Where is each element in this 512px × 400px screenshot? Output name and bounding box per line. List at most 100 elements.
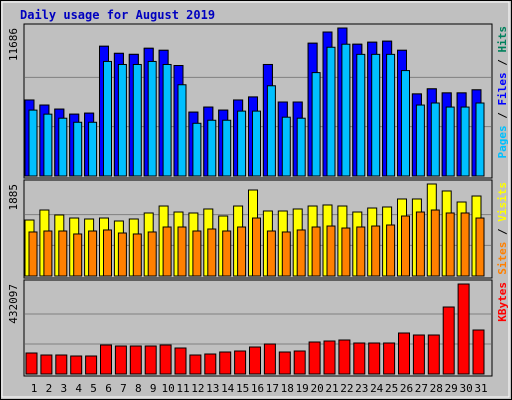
legend-separator: / [496, 53, 509, 73]
bar [73, 233, 83, 277]
legend-entry: KBytes [496, 282, 509, 322]
bar [70, 355, 83, 375]
x-tick-label: 11 [176, 382, 189, 395]
bar [475, 102, 485, 177]
bar [311, 226, 321, 277]
x-tick-label: 7 [120, 382, 127, 395]
bar [415, 211, 425, 277]
x-tick-label: 24 [370, 382, 384, 395]
bar [162, 226, 172, 277]
y-tick-label: 1885 [7, 184, 20, 211]
bar [117, 232, 127, 277]
bar [308, 341, 321, 375]
x-tick-label: 21 [325, 382, 338, 395]
bar [383, 342, 396, 375]
x-tick-label: 19 [296, 382, 309, 395]
bar [475, 217, 485, 277]
bar [28, 109, 38, 177]
bar [249, 346, 261, 375]
bar [386, 53, 396, 177]
bar [341, 227, 351, 277]
x-tick-label: 1 [31, 382, 38, 395]
legend-separator: / [496, 106, 509, 126]
bar [207, 119, 217, 177]
bar [341, 43, 351, 177]
x-tick-label: 18 [281, 382, 294, 395]
bar [296, 229, 306, 277]
bar [415, 104, 425, 177]
bar [159, 344, 172, 375]
bar [58, 230, 68, 277]
bar [43, 230, 53, 277]
bar [371, 53, 381, 177]
chart-title: Daily usage for August 2019 [20, 8, 215, 22]
y-tick-label: 11686 [7, 28, 20, 61]
bar [252, 110, 261, 177]
bar [222, 230, 232, 277]
x-tick-label: 5 [90, 382, 97, 395]
bar [234, 350, 247, 375]
bar [356, 53, 366, 177]
x-tick-label: 15 [236, 382, 249, 395]
x-tick-label: 26 [400, 382, 413, 395]
x-tick-label: 9 [150, 382, 157, 395]
bar [100, 344, 112, 375]
x-tick-label: 29 [445, 382, 458, 395]
bar [401, 70, 410, 177]
legend-entry: Hits [496, 26, 509, 53]
bar [323, 340, 336, 375]
bar [85, 355, 98, 375]
legend-entry: Files [496, 72, 509, 105]
bar [103, 60, 112, 177]
bar [293, 350, 306, 375]
bar [326, 225, 336, 277]
bar [147, 60, 157, 177]
x-tick-label: 13 [206, 382, 219, 395]
bar [40, 354, 53, 375]
legend: Pages / Files / Hits [496, 26, 509, 159]
bar [427, 334, 440, 375]
x-tick-label: 12 [191, 382, 204, 395]
bar [296, 117, 306, 177]
bar [278, 351, 291, 375]
bar [204, 353, 217, 375]
bar [192, 122, 202, 177]
x-tick-label: 28 [430, 382, 443, 395]
y-tick-label: 432097 [7, 284, 20, 324]
x-tick-label: 27 [415, 382, 428, 395]
bar [114, 345, 127, 375]
bar [445, 212, 455, 277]
legend-entry: Pages [496, 125, 509, 158]
bar [430, 102, 440, 177]
bar [162, 63, 172, 177]
bar [88, 121, 98, 177]
bar [237, 226, 247, 277]
bar [117, 63, 127, 177]
x-tick-label: 31 [474, 382, 487, 395]
bar [460, 212, 470, 277]
x-tick-label: 3 [60, 382, 67, 395]
x-tick-label: 17 [266, 382, 279, 395]
bar [55, 354, 68, 375]
legend: Sites / Visits [496, 182, 509, 275]
x-tick-label: 20 [310, 382, 323, 395]
bar [368, 342, 381, 375]
bar [442, 306, 455, 375]
x-tick-label: 2 [46, 382, 53, 395]
bar [252, 217, 261, 277]
bar [58, 117, 68, 177]
bar [88, 230, 98, 277]
bar [386, 224, 396, 277]
legend-entry: Visits [496, 182, 509, 222]
x-tick-label: 25 [385, 382, 398, 395]
x-tick-label: 4 [75, 382, 82, 395]
x-tick-label: 30 [459, 382, 472, 395]
bar [25, 352, 38, 375]
bar [445, 106, 455, 177]
bar [266, 85, 276, 177]
bar [237, 110, 247, 177]
bar [311, 72, 321, 177]
bar [132, 233, 142, 277]
